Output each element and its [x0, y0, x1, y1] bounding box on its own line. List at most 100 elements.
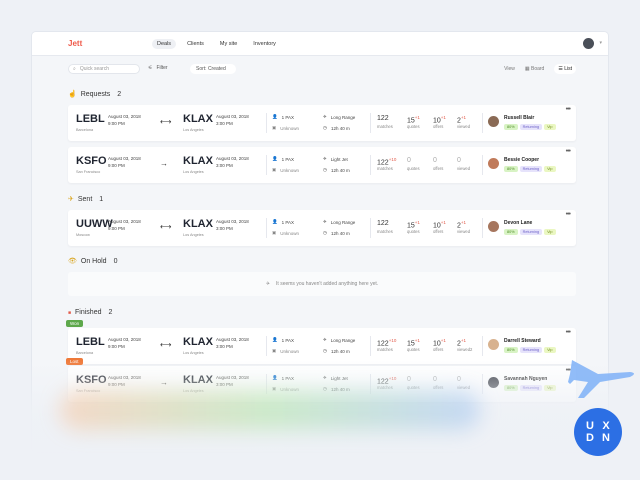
plane-icon: ✈	[323, 156, 327, 161]
departure-time: 9:00 PM	[108, 344, 125, 349]
duration-label: 12h 40 m	[330, 167, 350, 173]
passenger-icon: 👤	[272, 337, 278, 342]
more-options-icon[interactable]: •••	[565, 211, 571, 218]
viewed-count: 0	[457, 157, 461, 164]
plane-icon: ✈	[323, 337, 327, 342]
viewed-label: viewed	[457, 166, 471, 171]
aircraft-label: Unknown	[280, 125, 300, 131]
matches-label: matches	[377, 347, 393, 352]
flight-range: ✈Light Jet	[323, 156, 348, 162]
viewed-value: 0	[457, 157, 461, 164]
matches-value: 122	[377, 340, 389, 348]
client-avatar[interactable]	[488, 158, 499, 169]
flight-range: ✈ Long Range	[323, 219, 355, 225]
column-divider	[370, 155, 371, 175]
viewed-value: 2	[457, 222, 461, 230]
filter-button[interactable]: ⚟ Filter	[148, 65, 168, 71]
departure-date: August 03, 2018	[108, 114, 141, 119]
quotes-value: 15	[407, 222, 415, 230]
client-avatar[interactable]	[488, 116, 499, 127]
nav-item-my-site[interactable]: My site	[219, 41, 238, 47]
deal-card[interactable]: LEBL Barcelona August 03, 2018 9:00 PM ⟷ KLAX…	[68, 105, 576, 141]
arrival-time: 3:00 PM	[216, 344, 233, 349]
matches-count: 122+10	[377, 157, 396, 166]
destination-city: Los Angeles	[183, 351, 204, 355]
deal-card[interactable]: KSFO San Francisco August 03, 2018 9:00 PM →…	[68, 147, 576, 183]
origin-code: LEBL	[76, 113, 105, 125]
sort-dropdown[interactable]: Sort: Created	[190, 64, 236, 74]
section-title: On Hold	[80, 257, 107, 265]
offers-delta: +1	[440, 115, 446, 120]
client-name[interactable]: Bessie Cooper	[504, 157, 540, 163]
clock-icon: ◷	[323, 348, 327, 353]
nav-item-deals[interactable]: Deals	[152, 39, 177, 49]
briefcase-icon: ▣	[272, 348, 277, 353]
column-divider	[266, 218, 267, 238]
score-tag: 80%	[504, 124, 518, 130]
column-divider	[482, 155, 483, 175]
quotes-count: 0	[407, 157, 411, 164]
vip-tag: Vip	[544, 166, 556, 172]
departure-time: 9:00 PM	[108, 121, 125, 126]
client-name[interactable]: Russell Blair	[504, 115, 535, 121]
arrival-date: August 03, 2018	[216, 219, 249, 224]
empty-state: ✈ It seems you haven't added anything her…	[68, 272, 576, 296]
offers-count: 10+1	[433, 115, 446, 124]
board-label: Board	[531, 66, 545, 72]
more-options-icon[interactable]: •••	[565, 148, 571, 155]
viewed-label: viewed	[457, 229, 471, 234]
offers-label: offers	[433, 347, 444, 352]
offers-value: 0	[433, 157, 437, 164]
quotes-count: 15+1	[407, 338, 420, 347]
quotes-delta: +1	[414, 115, 420, 120]
matches-label: matches	[377, 124, 393, 129]
returning-tag: Returning	[519, 166, 543, 172]
range-label: Long Range	[330, 114, 356, 120]
airplane-icon	[568, 360, 634, 398]
deal-card[interactable]: Won LEBL Barcelona August 03, 2018 9:00 PM ⟷ K…	[66, 320, 576, 364]
arrival-time: 3:00 PM	[216, 163, 233, 168]
nav-item-clients[interactable]: Clients	[187, 41, 204, 47]
section-title: Requests	[80, 90, 111, 98]
quotes-value: 15	[407, 340, 415, 348]
column-divider	[266, 113, 267, 133]
deal-card[interactable]: UUWW Moscow August 03, 2018 9:00 PM ⟷ KLAX Los…	[68, 210, 576, 246]
user-avatar[interactable]	[583, 38, 594, 49]
client-name[interactable]: Devon Lane	[504, 220, 533, 226]
returning-tag: Returning	[519, 229, 543, 235]
section-icon: 👁	[68, 258, 77, 265]
column-divider	[266, 336, 267, 356]
list-view-button[interactable]: ☰ List	[554, 64, 576, 74]
departure-date: August 03, 2018	[108, 156, 141, 161]
aircraft-type: ▣Unknown	[272, 230, 299, 236]
matches-count: 122+10	[377, 338, 396, 347]
client-avatar[interactable]	[488, 339, 499, 350]
briefcase-icon: ▣	[272, 230, 277, 235]
nav-item-inventory[interactable]: Inventory	[253, 41, 276, 47]
app-logo[interactable]: Jett	[68, 39, 83, 48]
section-icon: ☝	[68, 91, 77, 98]
section-sent: ✈ Sent 1	[68, 195, 103, 204]
route-arrow-icon: ⟷	[160, 340, 172, 349]
destination-city: Los Angeles	[183, 128, 204, 132]
top-navigation-bar: Jett Deals Clients My site Inventory ▾	[32, 32, 608, 56]
client-avatar[interactable]	[488, 221, 499, 232]
score-tag: 80%	[504, 229, 518, 235]
more-options-icon[interactable]: •••	[565, 329, 571, 336]
briefcase-icon: ▣	[272, 167, 277, 172]
uxdn-watermark-logo: U X D N	[574, 408, 622, 456]
chevron-down-icon[interactable]: ▾	[599, 40, 602, 46]
search-input[interactable]: ⌕ Quick search	[68, 64, 140, 74]
viewed-value: 2	[457, 340, 461, 348]
more-options-icon[interactable]: •••	[565, 106, 571, 113]
matches-value: 122	[377, 220, 389, 227]
departure-time: 9:00 PM	[108, 163, 125, 168]
origin-city: Moscow	[76, 233, 90, 237]
board-view-button[interactable]: ▦ Board	[524, 66, 545, 72]
quotes-value: 0	[407, 157, 411, 164]
score-tag: 80%	[504, 166, 518, 172]
destination-city: Los Angeles	[183, 170, 204, 174]
client-name[interactable]: Darrell Steward	[504, 338, 541, 344]
